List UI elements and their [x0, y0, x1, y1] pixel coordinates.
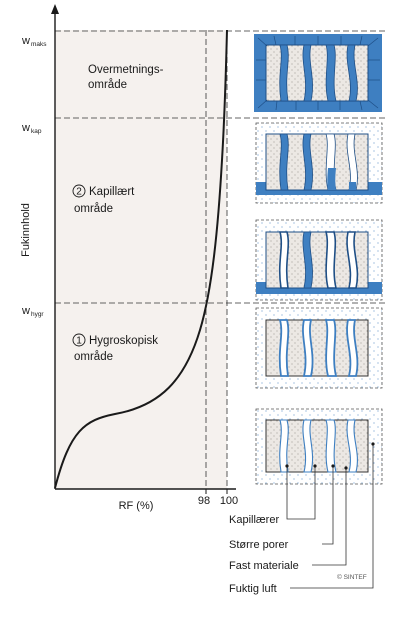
level-label-hygr: whygr	[21, 305, 44, 318]
x-axis-label: RF (%)	[119, 500, 154, 512]
y-axis-arrow	[51, 4, 59, 14]
copyright-text: © SINTEF	[337, 573, 367, 581]
region-number-2-circle	[72, 184, 86, 198]
legend-kapillaerer: Kapillærer	[229, 514, 279, 526]
sorption-curve	[54, 29, 228, 489]
pore-panel-hygroscopic-lower	[255, 408, 383, 485]
legend-fast-materiale: Fast materiale	[229, 560, 299, 572]
pore-panel-hygroscopic-upper	[255, 307, 383, 389]
region-hygroskopisk-line2: område	[74, 351, 113, 363]
x-tick-label-100: 100	[220, 495, 238, 507]
region-number-2: 2	[76, 187, 82, 198]
legend-leader-lines	[286, 444, 374, 589]
pore-panel-capillary-upper	[255, 122, 383, 204]
legend-storre-porer: Større porer	[229, 539, 289, 551]
level-label-kap: wkap	[21, 122, 42, 135]
region-hygroskopisk-line1: Hygroskopisk	[89, 335, 158, 347]
level-label-maks: wmaks	[21, 35, 47, 48]
region-kapillaert-line2: område	[74, 203, 113, 215]
y-axis-label: Fukinnhold	[20, 203, 32, 257]
legend-fuktig-luft: Fuktig luft	[229, 583, 277, 595]
x-tick-label-98: 98	[198, 495, 210, 507]
region-number-1: 1	[76, 336, 82, 347]
region-kapillaert-line1: Kapillært	[89, 186, 135, 198]
plot-background	[55, 30, 227, 489]
legend-anchor-dots	[285, 442, 375, 470]
region-overmetning-line2: område	[88, 79, 127, 91]
pore-panel-supersaturated	[254, 34, 382, 112]
region-number-1-circle	[72, 333, 86, 347]
region-overmetning-line1: Overmetnings-	[88, 64, 164, 76]
pore-panel-capillary-lower	[255, 219, 383, 301]
